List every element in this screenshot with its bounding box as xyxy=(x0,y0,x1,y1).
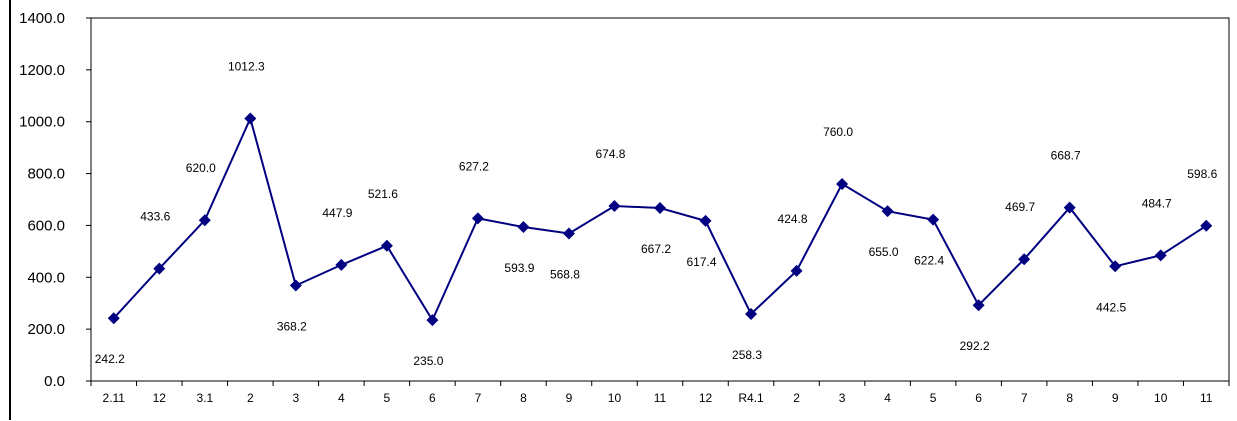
data-label: 484.7 xyxy=(1142,196,1172,210)
data-point-marker xyxy=(1063,201,1076,214)
data-point-marker xyxy=(517,221,530,234)
data-label: 433.6 xyxy=(140,210,170,224)
data-point-marker xyxy=(1200,219,1213,232)
x-tick-label: 12 xyxy=(699,391,713,405)
data-label: 674.8 xyxy=(595,147,625,161)
x-tick-label: 6 xyxy=(975,391,982,405)
data-label: 424.8 xyxy=(778,212,808,226)
data-point-marker xyxy=(1154,249,1167,262)
x-tick-label: R4.1 xyxy=(738,391,764,405)
data-point-marker xyxy=(699,214,712,227)
data-point-marker xyxy=(562,227,575,240)
x-tick-label: 12 xyxy=(153,391,167,405)
x-tick-label: 4 xyxy=(338,391,345,405)
data-point-marker xyxy=(198,214,211,227)
y-tick-label: 400.0 xyxy=(27,269,65,286)
data-label: 568.8 xyxy=(550,268,580,282)
data-point-marker xyxy=(972,299,985,312)
x-tick-label: 2 xyxy=(793,391,800,405)
data-label: 1012.3 xyxy=(228,60,265,74)
data-point-marker xyxy=(927,213,940,226)
series-line xyxy=(113,115,1207,323)
data-point-marker xyxy=(335,258,348,271)
data-label: 617.4 xyxy=(687,255,717,269)
data-point-marker xyxy=(244,112,257,125)
data-point-marker xyxy=(289,279,302,292)
data-point-marker xyxy=(790,264,803,277)
data-label: 620.0 xyxy=(186,161,216,175)
x-tick-label: 7 xyxy=(475,391,482,405)
y-tick-label: 1000.0 xyxy=(19,114,65,131)
x-tick-label: 8 xyxy=(1066,391,1073,405)
x-tick-label: 3 xyxy=(292,391,299,405)
data-label: 760.0 xyxy=(823,125,853,139)
x-tick-label: 3.1 xyxy=(196,391,213,405)
data-point-marker xyxy=(1109,260,1122,273)
y-tick-label: 0.0 xyxy=(44,373,65,390)
y-tick-label: 800.0 xyxy=(27,166,65,183)
x-tick-label: 4 xyxy=(884,391,891,405)
data-label: 368.2 xyxy=(277,320,307,334)
data-label: 521.6 xyxy=(368,187,398,201)
y-tick-label: 1200.0 xyxy=(19,62,65,79)
x-tick-label: 3 xyxy=(839,391,846,405)
x-tick-label: 9 xyxy=(566,391,573,405)
x-tick-label: 10 xyxy=(1154,391,1168,405)
data-label: 667.2 xyxy=(641,242,671,256)
x-tick-label: 5 xyxy=(930,391,937,405)
x-tick-label: 11 xyxy=(654,391,667,405)
x-tick-label: 6 xyxy=(429,391,436,405)
data-point-marker xyxy=(1018,253,1031,266)
data-label: 598.6 xyxy=(1187,167,1217,181)
y-tick-label: 600.0 xyxy=(27,217,65,234)
data-label: 668.7 xyxy=(1051,149,1081,163)
x-tick-label: 11 xyxy=(1200,391,1213,405)
data-point-marker xyxy=(745,308,758,321)
x-tick-label: 8 xyxy=(520,391,527,405)
plot-area-border xyxy=(90,17,1230,382)
data-point-marker xyxy=(426,314,439,327)
data-point-marker xyxy=(608,200,621,213)
x-tick-label: 5 xyxy=(384,391,391,405)
data-label: 655.0 xyxy=(869,245,899,259)
data-label: 447.9 xyxy=(322,206,352,220)
data-point-marker xyxy=(380,239,393,252)
y-tick-label: 1400.0 xyxy=(19,10,65,27)
data-label: 292.2 xyxy=(960,339,990,353)
x-tick-label: 2.11 xyxy=(103,391,126,405)
data-point-marker xyxy=(153,262,166,275)
data-label: 622.4 xyxy=(914,254,944,268)
x-tick-label: 10 xyxy=(608,391,622,405)
data-point-marker xyxy=(836,177,849,190)
data-label: 593.9 xyxy=(504,261,534,275)
data-label: 442.5 xyxy=(1096,300,1126,314)
data-point-marker xyxy=(654,202,666,215)
x-tick-label: 9 xyxy=(1112,391,1119,405)
data-label: 235.0 xyxy=(413,354,443,368)
data-label: 258.3 xyxy=(732,348,762,362)
data-label: 469.7 xyxy=(1005,200,1035,214)
data-label: 242.2 xyxy=(95,352,125,366)
y-tick-label: 200.0 xyxy=(27,321,65,338)
x-tick-label: 2 xyxy=(247,391,254,405)
data-label: 627.2 xyxy=(459,159,489,173)
data-point-marker xyxy=(107,312,120,325)
x-tick-label: 7 xyxy=(1021,391,1028,405)
data-point-marker xyxy=(471,212,484,225)
data-point-marker xyxy=(881,205,894,218)
